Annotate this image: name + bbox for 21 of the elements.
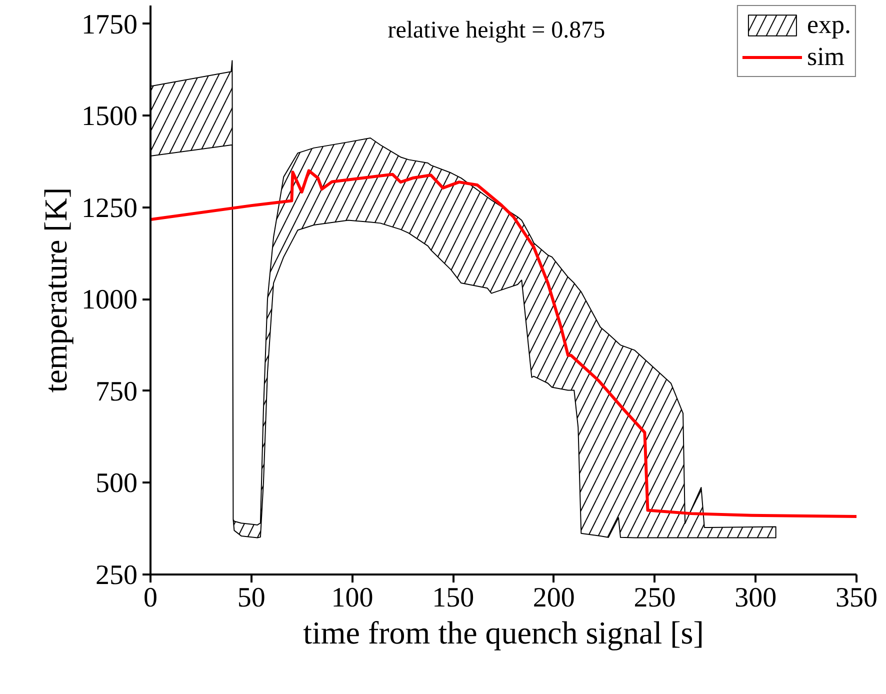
x-tick-label: 200 <box>532 582 575 614</box>
legend-label: sim <box>806 42 845 72</box>
y-tick-label: 500 <box>96 468 138 500</box>
y-tick-label: 1000 <box>82 284 138 316</box>
x-tick-label: 300 <box>734 582 777 614</box>
y-tick-label: 1500 <box>82 101 138 132</box>
y-tick-label: 1250 <box>82 192 138 224</box>
x-tick-label: 50 <box>237 582 266 614</box>
x-tick-label: 350 <box>836 582 878 614</box>
y-tick-label: 250 <box>96 560 138 591</box>
y-tick-label: 750 <box>96 376 138 408</box>
legend-label: exp. <box>806 10 851 40</box>
x-axis-title: time from the quench signal [s] <box>303 614 704 650</box>
x-tick-label: 150 <box>432 582 474 614</box>
y-axis-title: temperature [K] <box>38 187 74 393</box>
annotation: relative height = 0.875 <box>388 18 606 44</box>
x-tick-label: 100 <box>331 582 374 614</box>
y-tick-label: 1750 <box>82 9 138 40</box>
x-tick-label: 0 <box>144 582 158 614</box>
x-tick-label: 250 <box>634 582 676 614</box>
line-series <box>150 169 856 518</box>
